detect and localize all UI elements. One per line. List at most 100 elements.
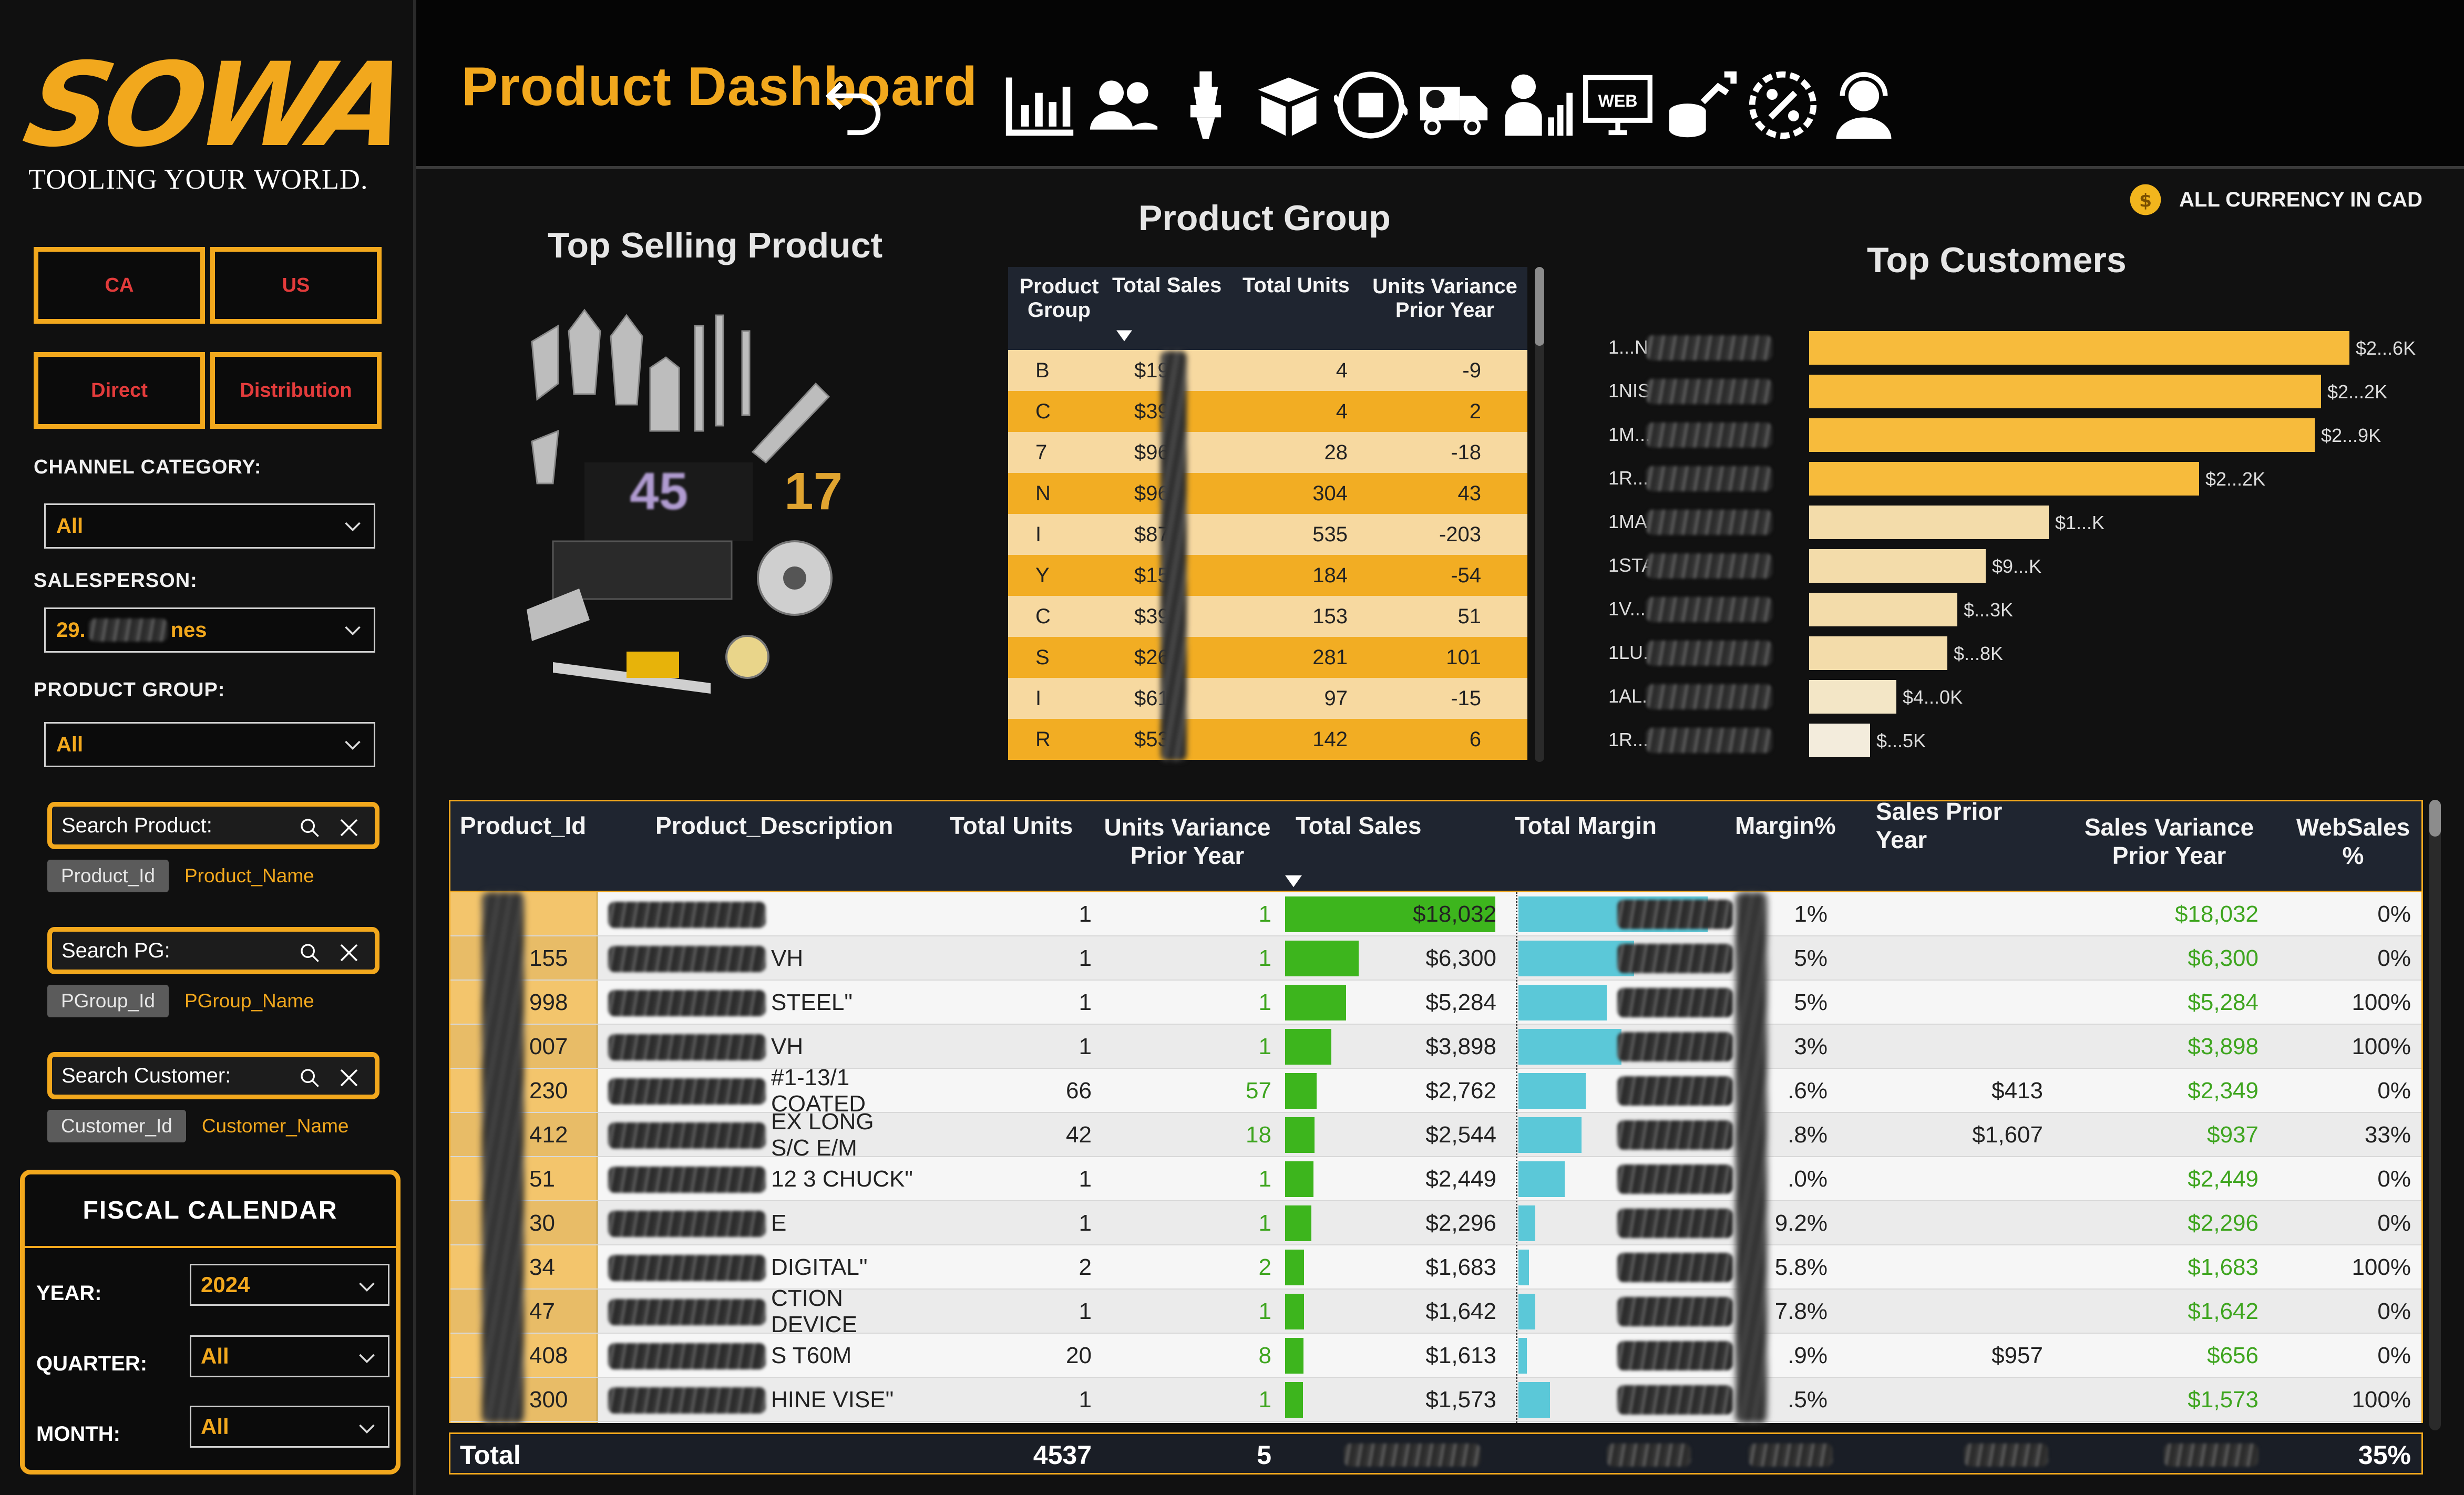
col-product-id[interactable]: Product_Id: [460, 812, 587, 839]
support-agent-icon[interactable]: [1827, 68, 1901, 142]
customer-bar[interactable]: [1809, 506, 2049, 539]
pg-scrollbar-thumb[interactable]: [1535, 267, 1544, 346]
sales-bar: [1285, 1205, 1311, 1241]
pg-table-row[interactable]: 7 $968 28 -18: [1008, 432, 1527, 473]
table-row[interactable]: 007 VH 1 1 $3,898 3% $3,898 100%: [450, 1025, 2421, 1069]
table-row[interactable]: 300 HINE VISE" 1 1 $1,573 .5% $1,573 100%: [450, 1378, 2421, 1422]
pg-col-group[interactable]: Product Group: [1019, 275, 1099, 322]
col-total-margin[interactable]: Total Margin: [1515, 812, 1657, 839]
customer-name-field[interactable]: Customer_Name: [201, 1115, 349, 1137]
customer-id-tag[interactable]: Customer_Id: [47, 1110, 186, 1142]
customer-bar[interactable]: [1809, 636, 1947, 670]
year-dropdown[interactable]: 2024: [190, 1264, 389, 1306]
table-row[interactable]: 34 DIGITAL" 2 2 $1,683 5.8% $1,683 100%: [450, 1245, 2421, 1290]
search-icon[interactable]: [299, 1067, 320, 1088]
product-group-table: Product Group Total Sales Total Units Un…: [1008, 267, 1544, 762]
product-id-tag[interactable]: Product_Id: [47, 860, 169, 892]
table-row[interactable]: 1 1 $18,032 1% $18,032 0%: [450, 892, 2421, 936]
pg-table-row[interactable]: I $875 535 -203: [1008, 514, 1527, 555]
revenue-growth-icon[interactable]: [1663, 68, 1737, 142]
search-icon[interactable]: [299, 942, 320, 963]
table-row[interactable]: 408 S T60M 20 8 $1,613 .9% $957 $656 0%: [450, 1334, 2421, 1378]
pg-table-row[interactable]: N $961 304 43: [1008, 473, 1527, 514]
pg-table-row[interactable]: S $26 281 101: [1008, 637, 1527, 678]
col-sales-prior-year[interactable]: Sales Prior Year: [1876, 798, 2003, 853]
pgroup-id-tag[interactable]: PGroup_Id: [47, 985, 169, 1017]
inventory-cycle-icon[interactable]: [1334, 68, 1408, 142]
col-sales-variance[interactable]: Sales Variance Prior Year: [2084, 813, 2254, 869]
search-customer-input[interactable]: Search Customer:: [47, 1052, 379, 1099]
customer-bar[interactable]: [1809, 593, 1957, 626]
cell-total-units: 1: [1079, 1298, 1092, 1324]
pg-table-row[interactable]: Y $155 184 -54: [1008, 555, 1527, 596]
search-product-input[interactable]: Search Product:: [47, 802, 379, 849]
channel-category-dropdown[interactable]: All: [44, 503, 375, 549]
table-row[interactable]: 412 EX LONG S/C E/M 42 18 $2,544 .8% $1,607 $93…: [450, 1109, 2421, 1161]
users-icon[interactable]: [1087, 68, 1161, 142]
table-row[interactable]: 155 VH 1 1 $6,300 5% $6,300 0%: [450, 936, 2421, 981]
customer-bar[interactable]: [1809, 462, 2199, 496]
customer-name-label: 1V...: [1608, 598, 1646, 620]
table-row[interactable]: 998 STEEL" 1 1 $5,284 5% $5,284 100%: [450, 981, 2421, 1025]
undo-icon[interactable]: [817, 68, 890, 142]
month-dropdown[interactable]: All: [190, 1406, 389, 1448]
bar-chart-icon[interactable]: [1003, 68, 1076, 142]
detail-scrollbar[interactable]: [2429, 800, 2441, 1430]
redacted-block: [608, 1299, 766, 1325]
pg-table-row[interactable]: R $53 142 6: [1008, 719, 1527, 760]
customer-bar[interactable]: [1809, 331, 2349, 365]
search-pg-input[interactable]: Search PG:: [47, 927, 379, 974]
pg-table-row[interactable]: B $192 4 -9: [1008, 350, 1527, 391]
tool-holder-icon[interactable]: [1169, 68, 1243, 142]
customer-bar[interactable]: [1809, 549, 1986, 583]
web-icon[interactable]: WEB: [1581, 68, 1655, 142]
pg-table-row[interactable]: C $39 153 51: [1008, 596, 1527, 637]
col-total-units[interactable]: Total Units: [950, 812, 1073, 839]
col-units-variance[interactable]: Units Variance Prior Year: [1104, 813, 1271, 869]
col-total-sales[interactable]: Total Sales: [1296, 812, 1422, 839]
chevron-down-icon: [345, 740, 361, 750]
pg-table-row[interactable]: C $398 4 2: [1008, 391, 1527, 432]
col-product-description[interactable]: Product_Description: [655, 812, 894, 839]
delivery-truck-icon[interactable]: [1417, 68, 1491, 142]
salesperson-dropdown[interactable]: 29. nes: [44, 607, 375, 653]
pg-scrollbar[interactable]: [1535, 267, 1544, 762]
table-row[interactable]: 51 12 3 CHUCK" 1 1 $2,449 .0% $2,449 0%: [450, 1157, 2421, 1201]
channel-button-distribution[interactable]: Distribution: [210, 352, 382, 429]
cell-product-description: [603, 892, 918, 936]
pg-col-sales[interactable]: Total Sales: [1112, 273, 1222, 297]
product-group-dropdown[interactable]: All: [44, 722, 375, 767]
detail-scrollbar-thumb[interactable]: [2429, 800, 2441, 837]
pg-cell-group: Y: [1035, 563, 1050, 587]
col-margin-pct[interactable]: Margin%: [1735, 812, 1836, 839]
clear-icon[interactable]: [338, 817, 360, 838]
sort-desc-icon[interactable]: [1116, 330, 1132, 342]
pg-col-variance[interactable]: Units Variance Prior Year: [1372, 275, 1517, 322]
region-button-us[interactable]: US: [210, 247, 382, 324]
sort-desc-icon[interactable]: [1285, 875, 1302, 888]
customer-bar[interactable]: [1809, 724, 1870, 757]
pg-col-units[interactable]: Total Units: [1243, 273, 1350, 297]
channel-button-direct[interactable]: Direct: [34, 352, 205, 429]
cell-sales-prior-year: $1,607: [1972, 1122, 2043, 1148]
table-row[interactable]: 30 E 1 1 $2,296 9.2% $2,296 0%: [450, 1201, 2421, 1245]
customer-bar[interactable]: [1809, 680, 1896, 714]
col-websales-pct[interactable]: WebSales %: [2296, 813, 2410, 869]
quarter-dropdown[interactable]: All: [190, 1335, 389, 1377]
open-box-icon[interactable]: [1252, 68, 1326, 142]
cell-margin-pct: .5%: [1788, 1387, 1828, 1412]
discount-icon[interactable]: [1746, 68, 1820, 142]
customer-bar[interactable]: [1809, 375, 2321, 408]
clear-icon[interactable]: [338, 942, 360, 963]
customer-bar[interactable]: [1809, 418, 2315, 452]
cell-units-variance: 1: [1258, 1387, 1271, 1412]
table-row[interactable]: 230 #1-13/1 COATED 66 57 $2,762 .6% $413 $2,349…: [450, 1065, 2421, 1117]
search-icon[interactable]: [299, 817, 320, 838]
region-button-ca[interactable]: CA: [34, 247, 205, 324]
sales-growth-icon[interactable]: [1499, 68, 1573, 142]
clear-icon[interactable]: [338, 1067, 360, 1088]
pg-table-row[interactable]: I $61 97 -15: [1008, 678, 1527, 719]
table-row[interactable]: 47 CTION DEVICE 1 1 $1,642 7.8% $1,642 0%: [450, 1285, 2421, 1337]
product-name-field[interactable]: Product_Name: [184, 865, 314, 886]
pgroup-name-field[interactable]: PGroup_Name: [184, 990, 314, 1012]
